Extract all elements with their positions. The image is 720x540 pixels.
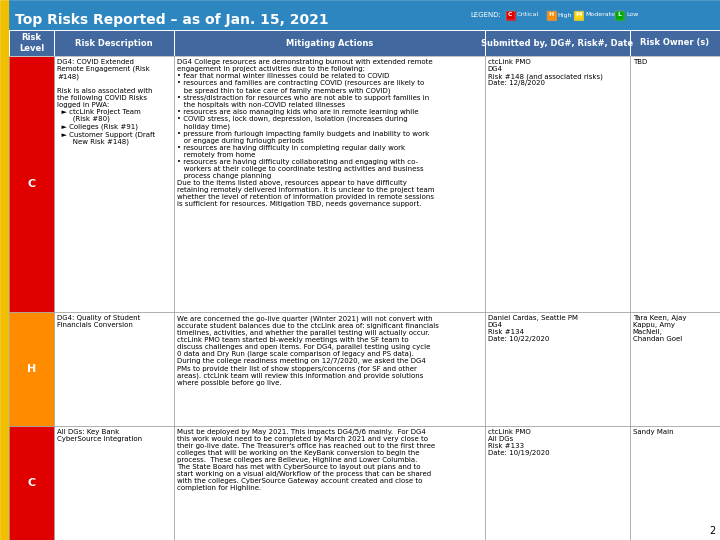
Bar (630, 30, 720, 56)
Text: Low: Low (626, 12, 639, 17)
Text: C: C (508, 12, 513, 17)
Text: Risk Description: Risk Description (76, 38, 153, 48)
Text: H: H (27, 364, 36, 374)
Text: DG4: COVID Extended
Remote Engagement (Risk
#148)

Risk is also associated with
: DG4: COVID Extended Remote Engagement (R… (57, 59, 156, 145)
Text: TBD: TBD (633, 59, 647, 65)
Bar (506, 10, 515, 19)
Text: Moderate: Moderate (585, 12, 616, 17)
Bar (174, 30, 485, 56)
Bar (174, 56, 485, 312)
Bar (9, 56, 720, 312)
Bar (54, 312, 174, 426)
Text: 2: 2 (708, 526, 715, 536)
Bar (54, 426, 174, 540)
Bar (174, 312, 485, 426)
Bar (9, 426, 54, 540)
Text: ctcLink PMO
All DGs
Risk #133
Date: 10/19/2020: ctcLink PMO All DGs Risk #133 Date: 10/1… (487, 429, 549, 456)
Text: M: M (576, 12, 582, 17)
Bar (615, 10, 624, 19)
Text: Risk
Level: Risk Level (19, 33, 44, 53)
Bar (485, 312, 630, 426)
Bar (506, 10, 515, 19)
Bar (0, 0, 9, 540)
Bar (575, 10, 583, 19)
Bar (630, 426, 720, 540)
Text: Tara Keen, Ajay
Kappu, Amy
MacNeil,
Chandan Goel: Tara Keen, Ajay Kappu, Amy MacNeil, Chan… (633, 315, 686, 342)
Bar (9, 0, 720, 30)
Bar (485, 426, 630, 540)
Bar (174, 30, 485, 56)
Text: All DGs: Key Bank
CyberSource Integration: All DGs: Key Bank CyberSource Integratio… (57, 429, 142, 442)
Text: Critical: Critical (517, 12, 539, 17)
Text: L: L (618, 12, 621, 17)
Text: DG4: Quality of Student
Financials Conversion: DG4: Quality of Student Financials Conve… (57, 315, 140, 328)
Bar (9, 56, 54, 312)
Bar (485, 56, 630, 312)
Bar (54, 30, 174, 56)
Text: Daniel Cardas, Seattle PM
DG4
Risk #134
Date: 10/22/2020: Daniel Cardas, Seattle PM DG4 Risk #134 … (487, 315, 577, 342)
Bar (9, 30, 54, 56)
Text: Top Risks Reported – as of Jan. 15, 2021: Top Risks Reported – as of Jan. 15, 2021 (15, 13, 328, 27)
Text: Mitigating Actions: Mitigating Actions (286, 38, 373, 48)
Bar (615, 10, 624, 19)
Text: LEGEND:: LEGEND: (470, 12, 501, 18)
Text: Submitted by, DG#, Risk#, Date: Submitted by, DG#, Risk#, Date (481, 38, 634, 48)
Bar (9, 312, 54, 426)
Text: We are concerned the go-live quarter (Winter 2021) will not convert with
accurat: We are concerned the go-live quarter (Wi… (177, 315, 439, 386)
Bar (630, 56, 720, 312)
Bar (485, 30, 630, 56)
Bar (546, 10, 556, 19)
Bar (9, 426, 720, 540)
Bar (9, 56, 54, 312)
Text: Must be deployed by May 2021. This impacts DG4/5/6 mainly.  For DG4
this work wo: Must be deployed by May 2021. This impac… (177, 429, 436, 491)
Bar (9, 312, 720, 426)
Text: High: High (557, 12, 572, 17)
Bar (54, 56, 174, 312)
Text: DG4 College resources are demonstrating burnout with extended remote
engagement : DG4 College resources are demonstrating … (177, 59, 435, 207)
Text: ctcLink PMO
DG4
Risk #148 (and associated risks)
Date: 12/8/2020: ctcLink PMO DG4 Risk #148 (and associate… (487, 59, 603, 86)
Bar (9, 30, 54, 56)
Bar (546, 10, 556, 19)
Text: Sandy Main: Sandy Main (633, 429, 673, 435)
Bar (9, 312, 54, 426)
Bar (575, 10, 583, 19)
Text: Risk Owner (s): Risk Owner (s) (640, 38, 709, 48)
Bar (630, 312, 720, 426)
Bar (630, 30, 720, 56)
Text: C: C (27, 478, 35, 488)
Text: C: C (27, 179, 35, 189)
Text: H: H (549, 12, 554, 17)
Bar (54, 30, 174, 56)
Bar (174, 426, 485, 540)
Bar (485, 30, 630, 56)
Bar (9, 426, 54, 540)
